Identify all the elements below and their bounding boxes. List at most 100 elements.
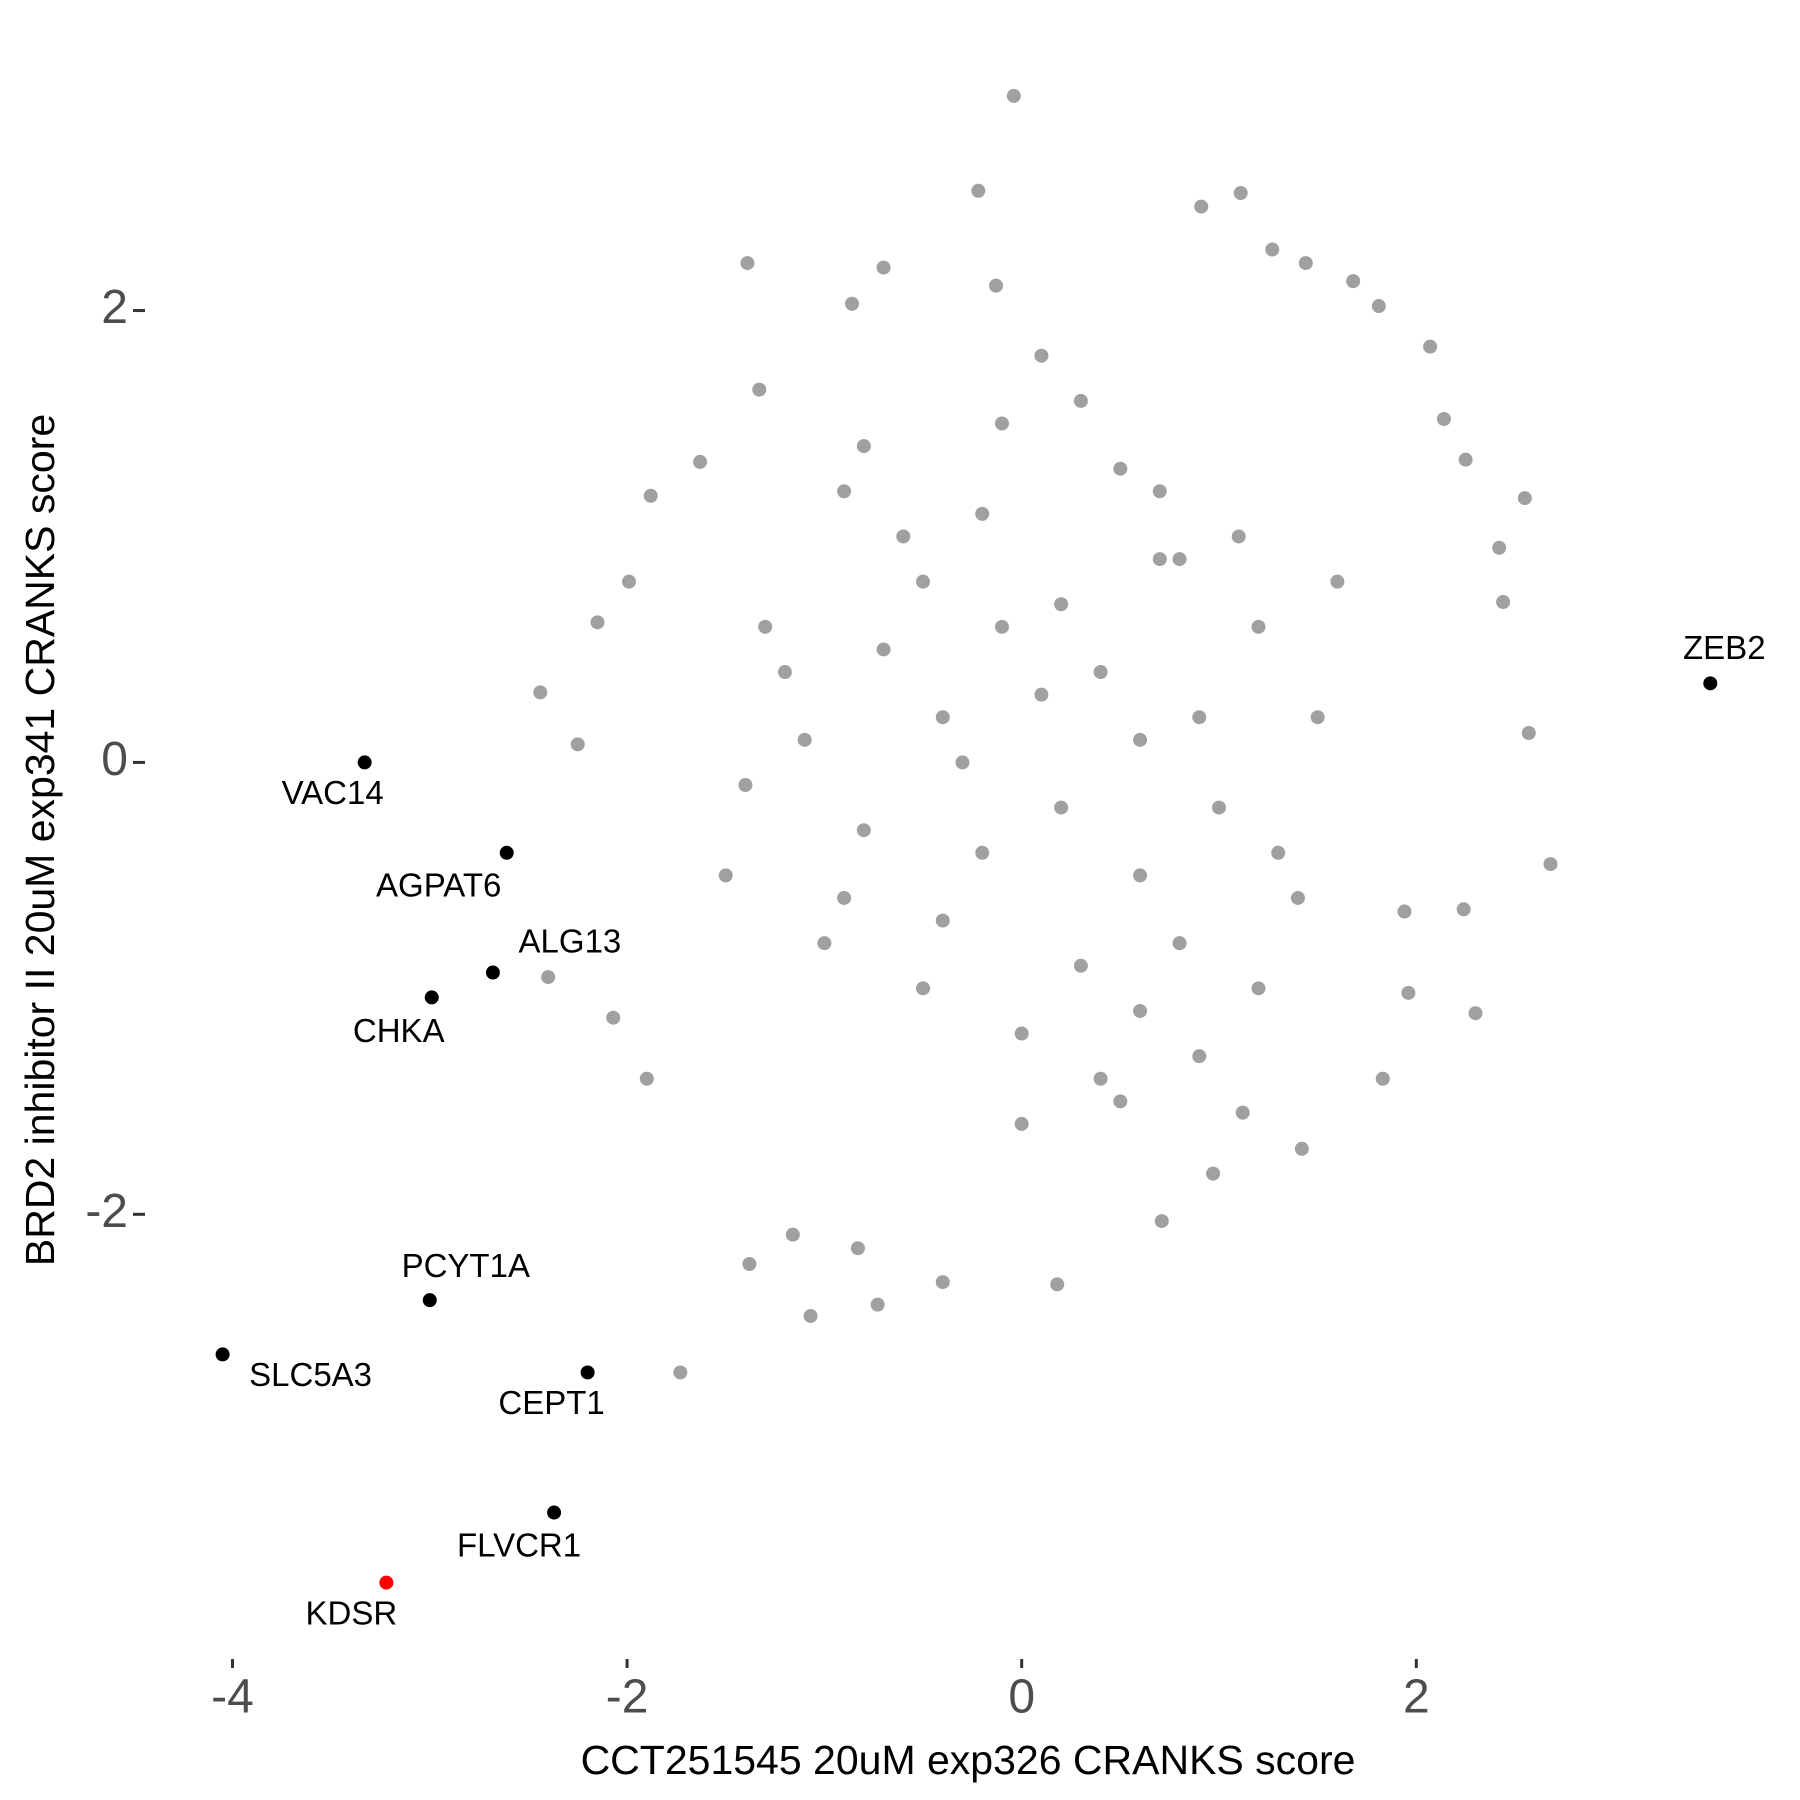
point xyxy=(1152,552,1167,567)
point xyxy=(1371,299,1386,314)
point xyxy=(570,737,585,752)
point xyxy=(975,845,990,860)
point xyxy=(1192,1049,1207,1064)
point xyxy=(1423,339,1438,354)
x-axis-title: CCT251545 20uM exp326 CRANKS score xyxy=(581,1737,1356,1783)
point xyxy=(590,615,605,630)
point xyxy=(1034,687,1049,702)
point xyxy=(742,1257,757,1272)
point xyxy=(876,642,891,657)
x-tick-label: -2 xyxy=(606,1671,649,1724)
point xyxy=(856,439,871,454)
point xyxy=(673,1365,688,1380)
point xyxy=(718,868,733,883)
point xyxy=(541,970,556,985)
point xyxy=(1006,88,1021,103)
point xyxy=(1172,936,1187,951)
point xyxy=(547,1505,562,1520)
point xyxy=(955,755,970,770)
point xyxy=(738,778,753,793)
point xyxy=(994,619,1009,634)
point xyxy=(994,416,1009,431)
point xyxy=(1233,186,1248,201)
point xyxy=(639,1071,654,1086)
point xyxy=(837,890,852,905)
point xyxy=(1456,902,1471,917)
point xyxy=(971,183,986,198)
point xyxy=(1152,484,1167,499)
point xyxy=(215,1347,230,1362)
point xyxy=(1054,800,1069,815)
point xyxy=(1133,868,1148,883)
point xyxy=(785,1227,800,1242)
point xyxy=(803,1308,818,1323)
point xyxy=(916,981,931,996)
point xyxy=(693,454,708,469)
point xyxy=(777,665,792,680)
point xyxy=(643,488,658,503)
point xyxy=(422,1293,437,1308)
x-tick-label: -4 xyxy=(211,1671,254,1724)
point xyxy=(1468,1006,1483,1021)
point xyxy=(797,732,812,747)
point xyxy=(1014,1026,1029,1041)
point xyxy=(1073,393,1088,408)
point xyxy=(1517,491,1532,506)
point xyxy=(1235,1105,1250,1120)
y-axis-title: BRD2 inhibitor II 20uM exp341 CRANKS sco… xyxy=(17,414,63,1266)
point xyxy=(1251,981,1266,996)
y-tick-label: -2 xyxy=(85,1185,128,1238)
point xyxy=(499,845,514,860)
point xyxy=(935,1275,950,1290)
point xyxy=(935,710,950,725)
point xyxy=(837,484,852,499)
point xyxy=(1346,274,1361,289)
point xyxy=(1375,1071,1390,1086)
point-label: ZEB2 xyxy=(1683,629,1766,666)
point xyxy=(1194,199,1209,214)
point xyxy=(1113,461,1128,476)
point xyxy=(1703,676,1718,691)
point-label: PCYT1A xyxy=(402,1247,530,1284)
point xyxy=(740,256,755,271)
point xyxy=(850,1241,865,1256)
y-tick-label: 0 xyxy=(101,733,128,786)
point xyxy=(1436,411,1451,426)
point xyxy=(1212,800,1226,815)
point xyxy=(989,278,1004,293)
point xyxy=(1154,1214,1169,1229)
point xyxy=(622,574,637,589)
point xyxy=(845,296,860,311)
point xyxy=(485,965,500,980)
point xyxy=(379,1575,394,1590)
point xyxy=(916,574,931,589)
point xyxy=(1290,890,1305,905)
point xyxy=(1458,452,1473,467)
y-tick-label: 2 xyxy=(101,281,128,334)
point xyxy=(870,1297,885,1312)
point xyxy=(1310,710,1325,725)
point xyxy=(1133,732,1148,747)
point xyxy=(357,755,372,770)
point xyxy=(975,506,990,521)
point xyxy=(580,1365,595,1380)
point xyxy=(1073,958,1088,973)
point xyxy=(1054,597,1069,612)
point xyxy=(1172,552,1187,567)
point xyxy=(856,823,871,838)
point xyxy=(1113,1094,1128,1109)
point xyxy=(1093,665,1108,680)
x-tick-label: 2 xyxy=(1403,1671,1430,1724)
point xyxy=(1298,256,1313,271)
point-label: VAC14 xyxy=(282,774,384,811)
point xyxy=(1294,1141,1309,1156)
point xyxy=(1050,1277,1065,1292)
point xyxy=(1231,529,1246,544)
point xyxy=(1192,710,1207,725)
point xyxy=(1397,904,1412,919)
point-label: AGPAT6 xyxy=(376,867,501,904)
point xyxy=(1271,845,1286,860)
point-label: FLVCR1 xyxy=(457,1526,581,1563)
